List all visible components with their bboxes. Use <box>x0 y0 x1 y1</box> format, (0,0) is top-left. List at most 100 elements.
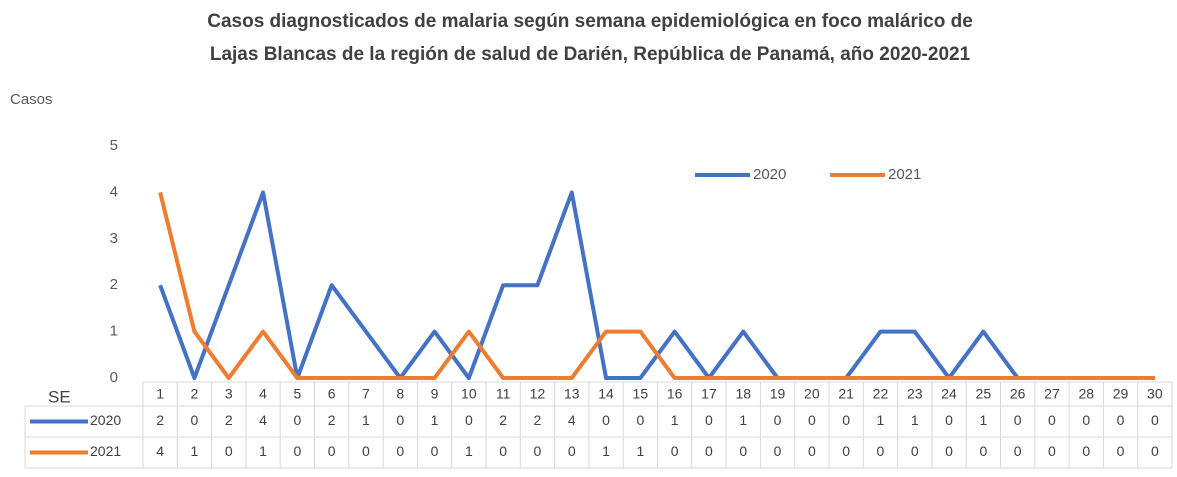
x-tick-label: 21 <box>838 386 854 402</box>
table-cell: 0 <box>396 412 404 428</box>
table-cell: 0 <box>877 443 885 459</box>
table-cell: 0 <box>602 412 610 428</box>
x-tick-label: 14 <box>598 386 614 402</box>
x-tick-label: 28 <box>1078 386 1094 402</box>
x-tick-label: 16 <box>667 386 683 402</box>
table-cell: 1 <box>362 412 370 428</box>
x-tick-label: 25 <box>976 386 992 402</box>
chart-title: Lajas Blancas de la región de salud de D… <box>210 44 971 65</box>
x-tick-label: 12 <box>530 386 546 402</box>
table-cell: 0 <box>1082 412 1090 428</box>
table-cell: 0 <box>774 443 782 459</box>
table-cell: 1 <box>602 443 610 459</box>
table-cell: 0 <box>1151 443 1159 459</box>
legend-label: 2020 <box>753 166 786 183</box>
x-tick-label: 20 <box>804 386 820 402</box>
table-cell: 4 <box>568 412 576 428</box>
x-tick-label: 26 <box>1010 386 1026 402</box>
table-cell: 2 <box>328 412 336 428</box>
table-cell: 0 <box>431 443 439 459</box>
table-row-label: 2020 <box>90 412 121 428</box>
table-cell: 2 <box>156 412 164 428</box>
x-tick-label: 11 <box>496 386 511 402</box>
table-cell: 1 <box>431 412 439 428</box>
table-row-label: 2021 <box>90 443 121 459</box>
x-tick-label: 13 <box>564 386 580 402</box>
table-cell: 0 <box>842 443 850 459</box>
table-cell: 0 <box>636 412 644 428</box>
table-cell: 0 <box>534 443 542 459</box>
table-cell: 0 <box>191 412 199 428</box>
table-cell: 4 <box>259 412 267 428</box>
data-line <box>158 191 1155 380</box>
table-cell: 0 <box>1117 443 1125 459</box>
table-cell: 0 <box>739 443 747 459</box>
x-tick-label: 29 <box>1113 386 1129 402</box>
table-cell: 0 <box>705 443 713 459</box>
x-tick-label: 7 <box>362 386 370 402</box>
x-tick-label: 2 <box>191 386 199 402</box>
table-cell: 0 <box>293 443 301 459</box>
table-cell: 0 <box>362 443 370 459</box>
table-cell: 0 <box>1048 443 1056 459</box>
table-cell: 1 <box>636 443 644 459</box>
x-tick-label: 23 <box>907 386 923 402</box>
x-tick-label: 4 <box>259 386 267 402</box>
x-tick-label: 22 <box>873 386 889 402</box>
x-tick-label: 27 <box>1044 386 1060 402</box>
table-cell: 0 <box>396 443 404 459</box>
data-line <box>158 190 1155 380</box>
table-cell: 1 <box>465 443 473 459</box>
x-tick-label: 9 <box>431 386 439 402</box>
x-tick-label: 30 <box>1147 386 1163 402</box>
table-cell: 0 <box>705 412 713 428</box>
y-tick-label: 0 <box>110 369 118 386</box>
x-tick-label: 17 <box>701 386 717 402</box>
table-cell: 0 <box>568 443 576 459</box>
y-tick-label: 5 <box>110 137 118 154</box>
table-cell: 0 <box>1151 412 1159 428</box>
y-tick-label: 4 <box>110 183 118 200</box>
table-cell: 1 <box>877 412 885 428</box>
table-cell: 0 <box>945 412 953 428</box>
x-tick-label: 3 <box>225 386 233 402</box>
table-cell: 1 <box>979 412 987 428</box>
x-tick-label: 18 <box>735 386 751 402</box>
legend-label: 2021 <box>888 166 921 183</box>
table-cell: 0 <box>1048 412 1056 428</box>
x-tick-label: 10 <box>461 386 477 402</box>
table-cell: 0 <box>979 443 987 459</box>
table-cell: 0 <box>328 443 336 459</box>
table-cell: 2 <box>499 412 507 428</box>
table-cell: 0 <box>808 412 816 428</box>
chart-title: Casos diagnosticados de malaria según se… <box>207 11 973 32</box>
table-cell: 0 <box>465 412 473 428</box>
table-cell: 1 <box>911 412 919 428</box>
y-tick-label: 1 <box>110 323 118 340</box>
table-cell: 0 <box>499 443 507 459</box>
x-tick-label: 19 <box>770 386 786 402</box>
table-cell: 0 <box>1014 412 1022 428</box>
table-cell: 1 <box>259 443 267 459</box>
table-cell: 0 <box>774 412 782 428</box>
table-cell: 4 <box>156 443 164 459</box>
x-tick-label: 15 <box>633 386 649 402</box>
table-cell: 2 <box>225 412 233 428</box>
table-cell: 0 <box>671 443 679 459</box>
table-cell: 0 <box>911 443 919 459</box>
y-tick-label: 2 <box>110 276 118 293</box>
x-tick-label: 24 <box>941 386 957 402</box>
x-tick-label: 8 <box>396 386 404 402</box>
y-axis-label: Casos <box>10 91 53 108</box>
table-cell: 1 <box>191 443 199 459</box>
table-cell: 1 <box>739 412 747 428</box>
y-tick-label: 3 <box>110 230 118 247</box>
table-cell: 0 <box>1014 443 1022 459</box>
table-cell: 0 <box>293 412 301 428</box>
table-cell: 0 <box>945 443 953 459</box>
x-tick-label: 1 <box>156 386 164 402</box>
table-cell: 0 <box>1117 412 1125 428</box>
table-cell: 0 <box>808 443 816 459</box>
x-axis-label: SE <box>48 387 71 406</box>
